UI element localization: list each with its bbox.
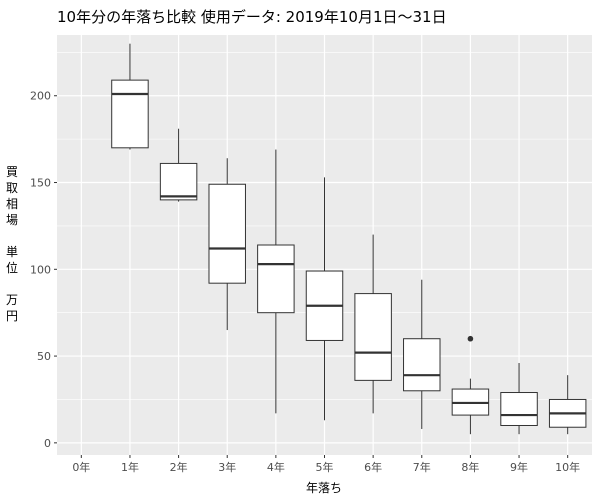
y-axis-label-char: 万 [6,293,18,307]
x-tick-label: 8年 [461,460,479,474]
box-iqr [111,79,149,149]
y-axis-ticks: 0 50 100 150 200 [30,90,57,450]
box-7年 [403,279,441,429]
y-tick-label: 150 [30,177,51,190]
box-3年 [208,158,246,331]
y-axis-label-char: 取 [6,181,18,195]
y-tick-label: 50 [37,350,51,363]
box-iqr [403,338,441,392]
x-axis-ticks: 0年 1年 2年 3年 4年 5年 6年 7年 8年 9年 10年 [72,455,580,474]
y-axis-label-char: 場 [6,213,18,227]
y-tick-label: 100 [30,263,51,276]
x-tick-label: 1年 [121,460,139,474]
box-iqr [257,244,295,314]
chart-title: 10年分の年落ち比較 使用データ: 2019年10月1日〜31日 [57,8,447,26]
box-1年 [111,43,149,150]
x-tick-label: 4年 [267,460,285,474]
x-tick-label: 10年 [555,460,580,474]
y-axis-label-char: 相 [6,197,18,211]
box-iqr [500,392,538,426]
box-8年 [451,335,490,435]
outlier-point [467,335,474,342]
box-iqr [159,162,198,201]
box-6年 [354,234,392,414]
box-2年 [159,128,198,202]
y-tick-label: 200 [30,90,51,103]
x-tick-label: 5年 [316,460,334,474]
box-5年 [305,177,344,421]
boxes [111,43,587,435]
x-tick-label: 9年 [510,460,528,474]
y-tick-label: 0 [44,437,51,450]
y-axis-label-char: 買 [6,165,18,179]
x-axis-label: 年落ち [306,481,342,495]
box-10年 [548,375,587,435]
x-tick-label: 7年 [413,460,431,474]
x-tick-label: 0年 [72,460,90,474]
box-9年 [500,363,538,435]
y-axis-label-char: 位 [6,260,18,275]
y-axis-label-char: 単 [6,245,18,259]
box-iqr [208,183,246,284]
box-iqr [354,293,392,381]
box-4年 [257,149,295,414]
x-tick-label: 6年 [364,460,382,474]
x-tick-label: 3年 [218,460,236,474]
x-tick-label: 2年 [170,460,188,474]
y-axis-label-char: 円 [6,309,18,323]
